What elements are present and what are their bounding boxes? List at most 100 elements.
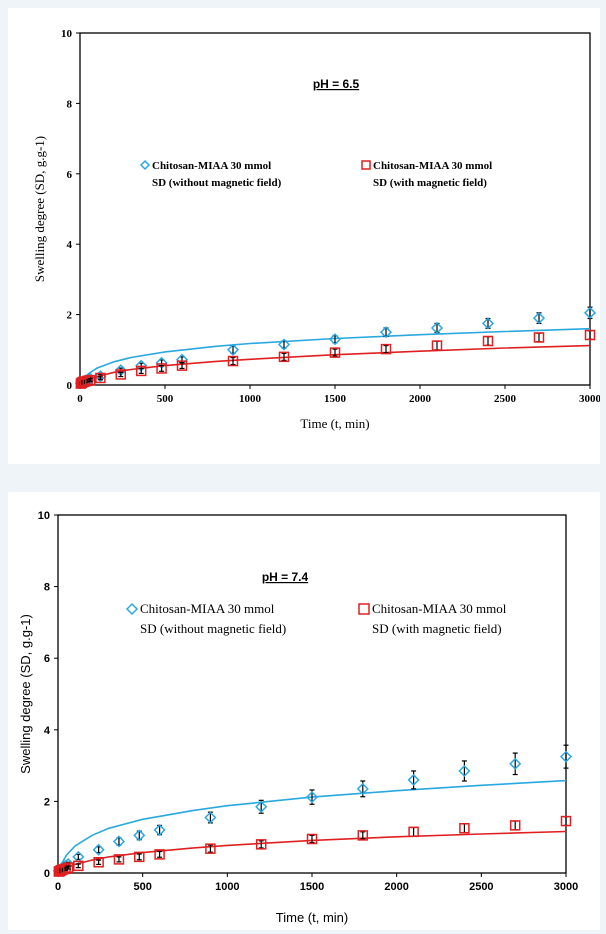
- data-point-diamond: [583, 306, 597, 319]
- data-point-square: [509, 820, 521, 831]
- data-point-diamond: [328, 333, 342, 346]
- series-diamond: [52, 744, 573, 877]
- data-point-diamond: [112, 835, 126, 848]
- data-point-square: [113, 854, 125, 865]
- data-point-square: [431, 340, 443, 351]
- data-point-diamond: [430, 321, 444, 335]
- data-point-square: [95, 372, 106, 384]
- chart-panel-ph65: 0 500 1000 1500 2000 2500 3000 0 2 4 6 8 10 Time (t, …: [8, 8, 600, 464]
- ph-annotation: pH = 6.5: [313, 77, 360, 91]
- data-point-diamond: [204, 811, 217, 824]
- x-axis-label: Time (t, min): [300, 416, 369, 431]
- data-point-diamond: [379, 326, 393, 339]
- data-point-square: [278, 351, 290, 363]
- y-axis-label: Swelling degree (SD, g.g-1): [18, 614, 33, 774]
- data-point-square: [584, 329, 596, 341]
- data-point-diamond: [356, 782, 369, 795]
- legend-marker-diamond: [139, 159, 151, 171]
- x-tick-label: 0: [55, 881, 61, 893]
- series-square: [53, 815, 572, 877]
- y-tick-label: 2: [44, 796, 50, 808]
- data-point-diamond: [255, 800, 268, 813]
- legend-label-line1: Chitosan-MIAA 30 mmol: [373, 160, 492, 172]
- data-point-square: [62, 862, 74, 873]
- y-tick-label: 4: [67, 239, 73, 251]
- data-point-square: [560, 815, 572, 827]
- legend-marker-diamond: [125, 602, 139, 616]
- y-tick-label: 4: [44, 725, 51, 737]
- ph-annotation: pH = 7.4: [262, 570, 309, 584]
- data-point-diamond: [458, 764, 471, 778]
- data-point-square: [134, 851, 145, 863]
- legend-label-line1: Chitosan-MIAA 30 mmol: [152, 160, 271, 172]
- x-tick-label: 2000: [384, 881, 408, 893]
- x-tick-label: 2500: [469, 881, 493, 893]
- data-point-diamond: [407, 773, 420, 786]
- data-point-diamond: [133, 829, 146, 842]
- data-point-diamond: [92, 843, 105, 856]
- data-point-diamond: [481, 317, 495, 330]
- x-tick-label: 3000: [579, 393, 600, 405]
- data-point-diamond: [226, 343, 240, 356]
- y-tick-label: 8: [44, 582, 50, 594]
- y-axis-label: Swelling degree (SD, g.g-1): [32, 136, 47, 282]
- x-tick-label: 0: [77, 393, 83, 405]
- legend-label-line1: Chitosan-MIAA 30 mmol: [140, 601, 275, 616]
- data-point-diamond: [153, 823, 166, 837]
- data-point-square: [255, 839, 267, 850]
- fit-line: [79, 327, 591, 386]
- x-tick-label: 500: [157, 393, 174, 405]
- x-tick-label: 1500: [300, 881, 324, 893]
- data-point-diamond: [305, 791, 319, 804]
- legend-marker-square: [358, 603, 370, 615]
- y-tick-label: 0: [67, 380, 73, 392]
- data-point-square: [135, 365, 147, 377]
- fit-line: [57, 779, 567, 874]
- chart-ph65: 0 500 1000 1500 2000 2500 3000 0 2 4 6 8 10 Time (t, …: [32, 28, 600, 431]
- x-tick-label: 3000: [554, 881, 578, 893]
- data-point-square: [306, 833, 318, 845]
- legend-label-line2: SD (without magnetic field): [152, 177, 282, 189]
- y-tick-label: 2: [67, 310, 73, 322]
- data-point-square: [115, 369, 127, 380]
- data-point-square: [357, 830, 369, 841]
- data-point-diamond: [509, 757, 522, 770]
- data-point-diamond: [559, 750, 573, 763]
- data-point-square: [459, 823, 470, 834]
- chart-panel-ph74: 0 500 1000 1500 2000 2500 3000 0 2 4 6 8 10 Time (t, …: [8, 492, 600, 930]
- legend-marker-square: [361, 160, 371, 170]
- data-point-square: [380, 343, 392, 355]
- x-tick-label: 2000: [409, 393, 432, 405]
- data-point-square: [205, 843, 216, 854]
- data-point-square: [154, 849, 165, 860]
- data-point-square: [227, 355, 239, 367]
- y-tick-label: 10: [38, 510, 50, 522]
- y-tick-label: 6: [67, 169, 73, 181]
- data-point-square: [84, 374, 96, 386]
- x-tick-label: 2500: [494, 393, 517, 405]
- y-tick-label: 0: [44, 868, 50, 880]
- data-point-square: [176, 360, 188, 371]
- legend-label-line2: SD (with magnetic field): [372, 621, 502, 636]
- x-tick-label: 500: [133, 881, 151, 893]
- legend-label-line2: SD (with magnetic field): [373, 177, 487, 189]
- x-tick-label: 1000: [215, 881, 239, 893]
- legend-label-line1: Chitosan-MIAA 30 mmol: [372, 601, 507, 616]
- data-point-square: [533, 332, 545, 343]
- plot-area-frame: [57, 514, 567, 874]
- legend-label-line2: SD (without magnetic field): [140, 621, 286, 636]
- y-tick-label: 6: [44, 653, 50, 665]
- data-point-square: [93, 857, 104, 868]
- y-tick-label: 8: [67, 98, 73, 110]
- series-square: [75, 329, 596, 389]
- data-point-diamond: [277, 338, 291, 351]
- data-point-square: [482, 335, 494, 347]
- x-tick-label: 1500: [324, 393, 347, 405]
- data-point-square: [73, 860, 84, 872]
- data-point-square: [408, 826, 419, 838]
- data-point-diamond: [532, 312, 546, 325]
- x-axis-label: Time (t, min): [276, 910, 348, 925]
- data-point-square: [156, 363, 167, 374]
- y-tick-label: 10: [61, 28, 73, 40]
- data-point-square: [329, 347, 341, 358]
